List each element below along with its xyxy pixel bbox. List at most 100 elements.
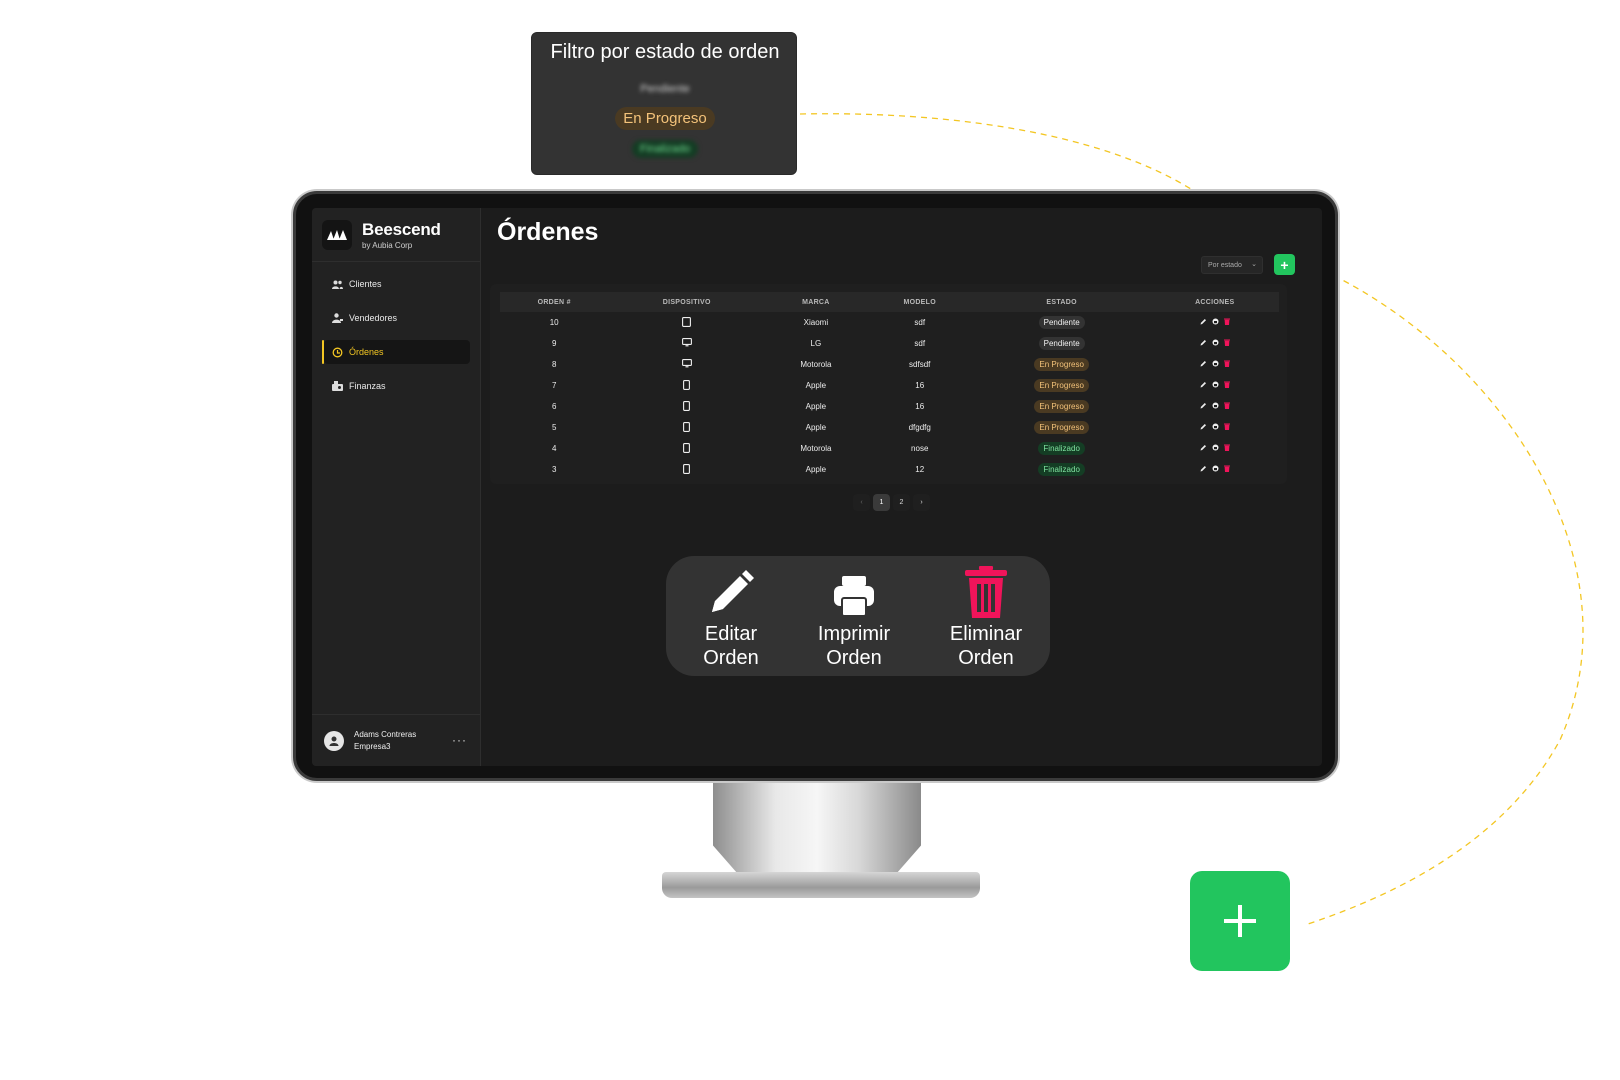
header-modelo: MODELO (903, 298, 936, 306)
orders-table-card: ORDEN # DISPOSITIVO MARCA MODELO ESTADO … (490, 284, 1287, 484)
edit-icon[interactable] (1200, 465, 1207, 474)
add-order-button[interactable]: + (1274, 254, 1295, 275)
users-icon (332, 279, 343, 290)
monitor-neck (713, 779, 921, 874)
cell-marca: Xiaomi (803, 318, 829, 327)
cell-acciones (1151, 375, 1279, 396)
trash-icon[interactable] (1223, 402, 1230, 411)
phone-icon (682, 463, 692, 474)
table-row: 5 Apple dfgdfg En Progreso (500, 417, 1279, 438)
edit-icon[interactable] (1200, 444, 1207, 453)
print-order-callout[interactable]: Imprimir Orden (799, 568, 909, 670)
cell-marca: Apple (805, 381, 827, 390)
cell-orden: 8 (551, 360, 557, 369)
cell-marca: Apple (805, 402, 827, 411)
delete-order-line1: Eliminar (949, 623, 1023, 645)
cell-modelo: sdf (914, 318, 926, 327)
header-orden: ORDEN # (537, 298, 571, 306)
header-estado: ESTADO (1046, 298, 1077, 306)
brand: Beescend by Aubia Corp (312, 208, 481, 262)
table-row: 8 Motorola sdfsdf En Progreso (500, 354, 1279, 375)
user-profile[interactable]: Adams Contreras Empresa3 ··· (312, 714, 481, 766)
pagination-prev[interactable]: ‹ (853, 494, 870, 511)
edit-icon[interactable] (1200, 423, 1207, 432)
cell-estado: En Progreso (973, 354, 1151, 375)
cell-orden: 9 (551, 339, 557, 348)
pagination: ‹ 1 2 › (853, 494, 930, 511)
tablet-icon (682, 316, 692, 327)
edit-icon[interactable] (1200, 339, 1207, 348)
chevron-down-icon: ⌄ (1251, 261, 1257, 268)
trash-icon[interactable] (1223, 360, 1230, 369)
cell-acciones (1151, 396, 1279, 417)
pagination-page-1[interactable]: 1 (873, 494, 890, 511)
printer-icon (799, 568, 909, 618)
cell-acciones (1151, 333, 1279, 354)
pagination-page-2[interactable]: 2 (893, 494, 910, 511)
pagination-next[interactable]: › (913, 494, 930, 511)
status-badge: Pendiente (1038, 316, 1085, 329)
sidebar-item-finanzas[interactable]: Finanzas (324, 374, 470, 398)
add-order-callout[interactable] (1190, 871, 1290, 971)
edit-order-callout[interactable]: Editar Orden (676, 568, 786, 670)
filter-option-en-progreso[interactable]: En Progreso (532, 107, 798, 130)
print-icon[interactable] (1212, 402, 1219, 411)
trash-icon[interactable] (1223, 423, 1230, 432)
cell-estado: Pendiente (973, 312, 1151, 333)
more-options-button[interactable]: ··· (452, 733, 467, 747)
cell-modelo: sdfsdf (909, 360, 931, 369)
filter-popup-title: Filtro por estado de orden (550, 41, 780, 63)
table-row: 9 LG sdf Pendiente (500, 333, 1279, 354)
edit-icon[interactable] (1200, 381, 1207, 390)
cell-modelo: dfgdfg (908, 423, 931, 432)
main-content: Órdenes Por estado ⌄ + ORDEN # DISPOSITI… (481, 208, 1322, 766)
cell-orden: 3 (551, 465, 557, 474)
filter-option-finalizado[interactable]: Finalizado (532, 140, 798, 158)
table-row: 7 Apple 16 En Progreso (500, 375, 1279, 396)
sidebar-item-label: Clientes (349, 279, 382, 289)
sidebar-item-ordenes[interactable]: Órdenes (322, 340, 470, 364)
phone-icon (682, 379, 692, 390)
edit-icon[interactable] (1200, 402, 1207, 411)
cell-estado: En Progreso (973, 375, 1151, 396)
trash-icon[interactable] (1223, 318, 1230, 327)
table-row: 10 Xiaomi sdf Pendiente (500, 312, 1279, 333)
trash-icon[interactable] (1223, 339, 1230, 348)
sidebar-item-vendedores[interactable]: Vendedores (324, 306, 470, 330)
cell-marca: LG (810, 339, 822, 348)
cell-orden: 7 (551, 381, 557, 390)
cell-marca: Motorola (800, 444, 832, 453)
print-icon[interactable] (1212, 360, 1219, 369)
sidebar-item-clientes[interactable]: Clientes (324, 272, 470, 296)
phone-icon (682, 400, 692, 411)
filter-option-pendiente[interactable]: Pendiente (640, 83, 690, 95)
status-filter-select[interactable]: Por estado ⌄ (1201, 256, 1263, 274)
edit-icon[interactable] (1200, 318, 1207, 327)
plus-icon (1224, 905, 1256, 937)
trash-icon[interactable] (1223, 465, 1230, 474)
print-icon[interactable] (1212, 444, 1219, 453)
print-order-line1: Imprimir (817, 623, 891, 645)
cell-dispositivo (608, 438, 765, 459)
print-icon[interactable] (1212, 339, 1219, 348)
edit-icon[interactable] (1200, 360, 1207, 369)
delete-order-callout[interactable]: Eliminar Orden (931, 566, 1041, 670)
cell-modelo: 16 (915, 402, 925, 411)
page-title: Órdenes (497, 218, 599, 246)
trash-icon[interactable] (1223, 444, 1230, 453)
monitor: Beescend by Aubia Corp Clientes (293, 191, 1338, 781)
print-icon[interactable] (1212, 423, 1219, 432)
cell-marca: Apple (805, 465, 827, 474)
cell-orden: 4 (551, 444, 557, 453)
print-icon[interactable] (1212, 318, 1219, 327)
print-icon[interactable] (1212, 465, 1219, 474)
cell-dispositivo (608, 333, 765, 354)
app-screen: Beescend by Aubia Corp Clientes (312, 208, 1322, 766)
trash-icon[interactable] (1223, 381, 1230, 390)
pencil-icon (676, 568, 786, 618)
status-badge: Finalizado (1038, 442, 1085, 455)
print-icon[interactable] (1212, 381, 1219, 390)
cell-marca: Motorola (800, 360, 832, 369)
header-dispositivo: DISPOSITIVO (662, 298, 711, 306)
